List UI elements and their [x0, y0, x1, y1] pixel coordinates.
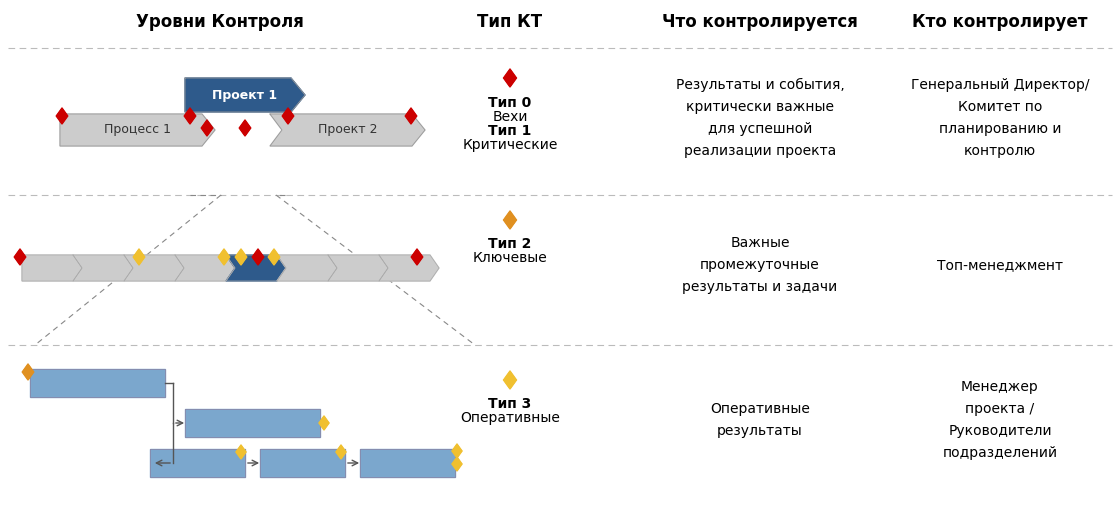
Polygon shape — [22, 364, 34, 380]
Polygon shape — [240, 120, 251, 136]
Text: Генеральный Директор/
Комитет по
планированию и
контролю: Генеральный Директор/ Комитет по планиро… — [911, 78, 1090, 157]
Polygon shape — [270, 114, 424, 146]
Text: Проект 1: Проект 1 — [213, 88, 278, 101]
Polygon shape — [226, 255, 286, 281]
Text: Критические: Критические — [463, 138, 558, 152]
Text: Менеджер
проекта /
Руководители
подразделений: Менеджер проекта / Руководители подразде… — [942, 380, 1057, 460]
Polygon shape — [150, 449, 245, 477]
Text: Уровни Контроля: Уровни Контроля — [136, 13, 304, 31]
Polygon shape — [202, 120, 213, 136]
Text: Ключевые: Ключевые — [473, 251, 548, 265]
Polygon shape — [133, 249, 144, 265]
Text: Что контролируется: Что контролируется — [662, 13, 858, 31]
Text: Процесс 1: Процесс 1 — [104, 123, 171, 137]
Polygon shape — [405, 108, 417, 124]
Polygon shape — [184, 108, 196, 124]
Polygon shape — [504, 69, 516, 87]
Text: Важные
промежуточные
результаты и задачи: Важные промежуточные результаты и задачи — [682, 236, 838, 294]
Text: Тип 1: Тип 1 — [488, 124, 532, 138]
Text: Оперативные
результаты: Оперативные результаты — [710, 402, 810, 438]
Text: Топ-менеджмент: Топ-менеджмент — [937, 258, 1063, 272]
Polygon shape — [336, 445, 346, 459]
Text: Тип 0: Тип 0 — [488, 96, 532, 110]
Text: Проект 2: Проект 2 — [318, 123, 377, 137]
Polygon shape — [73, 255, 133, 281]
Polygon shape — [452, 444, 463, 458]
Polygon shape — [235, 249, 246, 265]
Polygon shape — [260, 449, 345, 477]
Polygon shape — [252, 249, 264, 265]
Text: Оперативные: Оперативные — [460, 411, 560, 425]
Polygon shape — [185, 78, 305, 112]
Polygon shape — [269, 249, 280, 265]
Polygon shape — [236, 445, 246, 459]
Text: Тип КТ: Тип КТ — [477, 13, 542, 31]
Polygon shape — [185, 409, 320, 437]
Polygon shape — [124, 255, 184, 281]
Text: Вехи: Вехи — [493, 110, 528, 124]
Polygon shape — [379, 255, 439, 281]
Polygon shape — [15, 249, 26, 265]
Polygon shape — [504, 371, 516, 389]
Text: Тип 2: Тип 2 — [488, 237, 532, 251]
Polygon shape — [452, 457, 463, 471]
Polygon shape — [319, 416, 329, 430]
Polygon shape — [30, 369, 165, 397]
Polygon shape — [56, 108, 68, 124]
Text: Результаты и события,
критически важные
для успешной
реализации проекта: Результаты и события, критически важные … — [675, 78, 844, 157]
Polygon shape — [360, 449, 455, 477]
Polygon shape — [277, 255, 337, 281]
Text: Кто контролирует: Кто контролирует — [913, 13, 1088, 31]
Polygon shape — [60, 114, 215, 146]
Polygon shape — [175, 255, 235, 281]
Polygon shape — [328, 255, 388, 281]
Polygon shape — [282, 108, 293, 124]
Polygon shape — [218, 249, 230, 265]
Text: Тип 3: Тип 3 — [488, 397, 532, 411]
Polygon shape — [504, 211, 516, 229]
Polygon shape — [411, 249, 422, 265]
Polygon shape — [22, 255, 82, 281]
